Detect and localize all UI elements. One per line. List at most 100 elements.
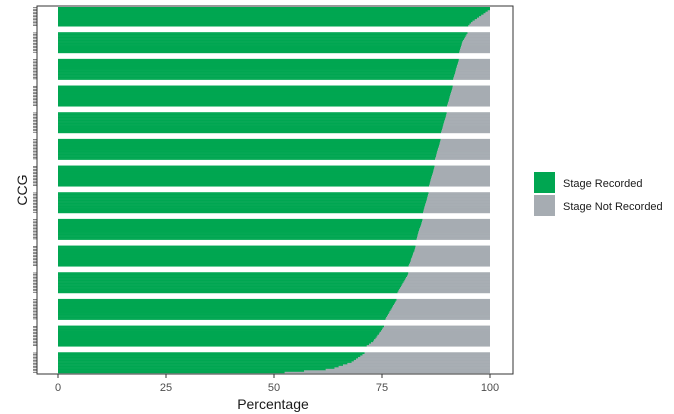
bar-stage-recorded [58,14,482,17]
bar-stage-recorded [58,264,409,267]
bar-stage-not-recorded [447,104,490,107]
bar-stage-recorded [58,67,457,70]
bars-layer [58,7,490,374]
bar-stage-not-recorded [421,223,490,226]
bar-stage-recorded [58,325,385,328]
bar-stage-recorded [58,17,478,20]
bar-stage-not-recorded [442,125,490,128]
bar-stage-not-recorded [485,11,490,14]
bar-stage-not-recorded [417,233,490,236]
bar-stage-not-recorded [455,69,490,71]
bar-stage-recorded [58,229,420,231]
bar-stage-recorded [58,183,430,186]
bar-stage-not-recorded [425,204,490,206]
bar-stage-recorded [58,198,427,200]
bar-stage-recorded [58,303,395,306]
bar-stage-recorded [58,223,422,226]
bar-stage-not-recorded [415,245,490,248]
bar-stage-recorded [58,184,430,187]
bar-stage-not-recorded [444,121,490,123]
bar-stage-recorded [58,178,431,181]
bar-stage-not-recorded [463,39,490,42]
bar-stage-not-recorded [450,94,490,97]
bar-stage-not-recorded [445,118,490,120]
bar-stage-recorded [58,15,480,18]
bar-stage-recorded [58,122,444,125]
bar-stage-not-recorded [422,218,490,221]
bar-stage-recorded [58,64,458,67]
bar-stage-not-recorded [407,273,490,276]
bar-stage-not-recorded [439,144,490,147]
bar-stage-recorded [58,167,435,169]
bar-stage-recorded [58,255,413,258]
bar-stage-not-recorded [334,367,490,369]
bar-stage-recorded [58,318,386,320]
bar-stage-not-recorded [436,152,490,154]
bar-stage-recorded [58,353,363,356]
bar-stage-not-recorded [462,41,490,43]
bar-stage-not-recorded [396,298,490,301]
bar-stage-not-recorded [410,258,490,261]
bar-stage-recorded [58,367,335,369]
bar-stage-not-recorded [464,36,490,39]
bar-stage-recorded [58,251,414,254]
bar-stage-not-recorded [353,359,490,362]
bar-stage-recorded [58,58,459,61]
bar-stage-recorded [58,290,399,292]
bar-stage-recorded [58,220,423,223]
bar-stage-recorded [58,232,419,234]
bar-stage-recorded [58,119,445,122]
bar-stage-recorded [58,359,354,362]
bar-stage-not-recorded [432,171,490,174]
bar-stage-recorded [58,38,465,40]
bar-stage-not-recorded [458,60,490,63]
legend-label-stage-not-recorded: Stage Not Recorded [563,201,663,213]
bar-stage-not-recorded [459,51,490,54]
bar-stage-not-recorded [412,254,490,257]
bar-stage-not-recorded [378,332,490,335]
bar-stage-not-recorded [377,334,490,337]
bar-stage-recorded [58,87,453,89]
bar-stage-not-recorded [451,89,490,92]
bar-stage-not-recorded [400,287,490,289]
bar-stage-recorded [58,36,465,39]
bar-stage-not-recorded [434,165,490,168]
bar-stage-recorded [58,47,461,49]
bar-stage-recorded [58,70,456,73]
bar-stage-not-recorded [423,210,490,212]
bar-stage-recorded [58,344,367,347]
bar-stage-not-recorded [403,281,490,283]
bar-stage-not-recorded [435,158,490,160]
bar-stage-recorded [58,124,444,126]
bar-stage-not-recorded [423,208,490,211]
bar-stage-not-recorded [448,101,490,104]
x-tick-label-75: 75 [376,382,388,394]
bar-stage-not-recorded [409,263,490,266]
bar-stage-not-recorded [451,88,490,91]
bar-stage-not-recorded [417,235,490,237]
bar-stage-not-recorded [415,247,490,249]
bar-stage-not-recorded [460,47,490,49]
bar-stage-recorded [58,8,490,11]
bar-stage-recorded [58,78,454,80]
legend-swatch-stage-recorded [534,172,555,193]
bar-stage-not-recorded [387,315,490,317]
bar-stage-recorded [58,91,452,94]
bar-stage-recorded [58,254,413,257]
bar-stage-not-recorded [454,75,490,77]
bar-stage-recorded [58,199,427,202]
bar-stage-recorded [58,205,425,208]
bar-stage-recorded [58,310,390,313]
y-axis-ticks [33,7,37,373]
bar-stage-not-recorded [369,343,490,346]
bar-stage-not-recorded [450,92,490,95]
bar-stage-recorded [58,63,458,66]
bar-stage-recorded [58,177,432,180]
bar-stage-recorded [58,224,421,227]
bar-stage-recorded [58,69,456,71]
bar-stage-not-recorded [436,153,490,156]
bar-stage-recorded [58,343,370,346]
bar-stage-not-recorded [483,12,490,15]
bar-stage-not-recorded [424,205,490,208]
